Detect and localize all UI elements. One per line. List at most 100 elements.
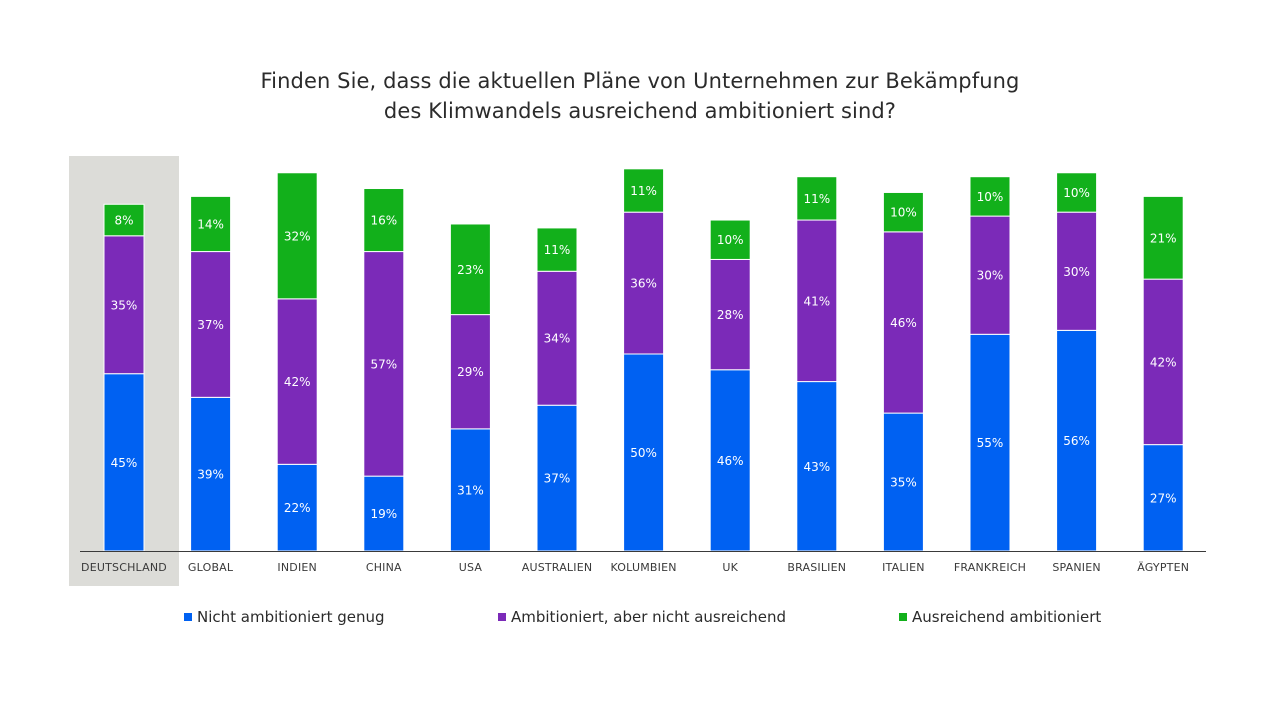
data-label-deutschland-1: 45% xyxy=(111,456,138,470)
x-tick-labels: DEUTSCHLAND GLOBAL INDIEN CHINA USA AUSTRALIE… xyxy=(81,561,1189,574)
data-label-aegypten-3: 21% xyxy=(1150,231,1177,245)
data-label-indien-3: 32% xyxy=(284,229,311,243)
chart-title-line-1: Finden Sie, dass die aktuellen Pläne von… xyxy=(260,69,1020,93)
bar-segment-australien-2 xyxy=(536,270,578,406)
data-label-brasilien-2: 41% xyxy=(803,294,830,308)
bar-segment-spanien-2 xyxy=(1056,211,1098,331)
x-tick-label-deutschland: DEUTSCHLAND xyxy=(81,561,167,574)
bar-segment-china-3 xyxy=(363,188,405,253)
bar-segment-deutschland-3 xyxy=(103,203,145,237)
x-tick-label-italien: ITALIEN xyxy=(882,561,925,574)
bar-segment-uk-3 xyxy=(709,219,751,260)
x-tick-label-spanien: SPANIEN xyxy=(1052,561,1101,574)
data-label-aegypten-2: 42% xyxy=(1150,355,1177,369)
bar-segment-kolumbien-3 xyxy=(623,168,665,213)
bar-segment-kolumbien-2 xyxy=(623,211,665,355)
data-label-global-3: 14% xyxy=(197,217,224,231)
data-label-global-2: 37% xyxy=(197,318,224,332)
data-label-uk-1: 46% xyxy=(717,454,744,468)
bar-segment-uk-1 xyxy=(709,369,751,552)
bar-segment-brasilien-3 xyxy=(796,176,838,221)
data-label-frankreich-2: 30% xyxy=(977,269,1004,283)
data-label-frankreich-3: 10% xyxy=(977,190,1004,204)
data-label-italien-2: 46% xyxy=(890,316,917,330)
legend-label-3: Ausreichend ambitioniert xyxy=(912,608,1102,626)
x-tick-label-china: CHINA xyxy=(366,561,402,574)
bar-segment-brasilien-1 xyxy=(796,381,838,552)
legend-swatch-2 xyxy=(498,613,506,621)
x-tick-label-usa: USA xyxy=(459,561,483,574)
data-label-brasilien-1: 43% xyxy=(803,460,830,474)
legend-item-ambitioniert-aber-nicht-ausreichend: Ambitioniert, aber nicht ausreichend xyxy=(498,608,786,626)
x-tick-label-frankreich: FRANKREICH xyxy=(954,561,1026,574)
bar-segment-deutschland-1 xyxy=(103,373,145,552)
data-label-usa-2: 29% xyxy=(457,365,484,379)
x-tick-label-australien: AUSTRALIEN xyxy=(522,561,593,574)
bars-group: 45% 35% 8% 39% 37% 14% 22% 42% 32% 19% 57% 16% 31% 29… xyxy=(103,168,1184,552)
data-label-spanien-2: 30% xyxy=(1063,265,1090,279)
bar-segment-frankreich-1 xyxy=(969,333,1011,552)
stacked-bar-chart: 45% 35% 8% 39% 37% 14% 22% 42% 32% 19% 57% 16% 31% 29… xyxy=(69,156,1206,586)
bar-segment-global-3 xyxy=(190,195,232,253)
data-label-kolumbien-1: 50% xyxy=(630,446,657,460)
data-label-italien-3: 10% xyxy=(890,206,917,220)
data-label-china-3: 16% xyxy=(370,214,397,228)
x-tick-label-brasilien: BRASILIEN xyxy=(787,561,846,574)
data-label-aegypten-1: 27% xyxy=(1150,491,1177,505)
data-label-frankreich-1: 55% xyxy=(977,436,1004,450)
bar-segment-italien-1 xyxy=(882,412,924,552)
data-label-deutschland-3: 8% xyxy=(114,214,133,228)
bar-segment-usa-3 xyxy=(449,223,491,316)
data-label-indien-1: 22% xyxy=(284,501,311,515)
bar-segment-indien-3 xyxy=(276,172,318,300)
data-label-kolumbien-2: 36% xyxy=(630,277,657,291)
bar-segment-deutschland-2 xyxy=(103,235,145,375)
bar-segment-aegypten-3 xyxy=(1142,195,1184,280)
legend-item-nicht-ambitioniert-genug: Nicht ambitioniert genug xyxy=(184,608,385,626)
x-tick-label-global: GLOBAL xyxy=(188,561,234,574)
legend-swatch-1 xyxy=(184,613,192,621)
data-label-brasilien-3: 11% xyxy=(803,192,830,206)
data-label-spanien-3: 10% xyxy=(1063,186,1090,200)
x-tick-label-uk: UK xyxy=(722,561,738,574)
data-label-australien-3: 11% xyxy=(544,243,571,257)
bar-segment-spanien-3 xyxy=(1056,172,1098,213)
bar-segment-aegypten-2 xyxy=(1142,278,1184,446)
legend-label-1: Nicht ambitioniert genug xyxy=(197,608,385,626)
bar-segment-australien-3 xyxy=(536,227,578,272)
bar-segment-global-2 xyxy=(190,251,232,398)
bar-segment-kolumbien-1 xyxy=(623,353,665,552)
legend-item-ausreichend-ambitioniert: Ausreichend ambitioniert xyxy=(899,608,1101,626)
bar-segment-frankreich-3 xyxy=(969,176,1011,217)
chart-title: Finden Sie, dass die aktuellen Pläne von… xyxy=(0,66,1280,126)
bar-segment-usa-2 xyxy=(449,314,491,430)
data-label-uk-3: 10% xyxy=(717,233,744,247)
data-label-global-1: 39% xyxy=(197,468,224,482)
data-label-usa-3: 23% xyxy=(457,263,484,277)
data-label-indien-2: 42% xyxy=(284,375,311,389)
bar-segment-indien-2 xyxy=(276,298,318,465)
data-label-australien-2: 34% xyxy=(544,332,571,346)
bar-segment-australien-1 xyxy=(536,404,578,552)
x-tick-label-kolumbien: KOLUMBIEN xyxy=(611,561,677,574)
bar-segment-italien-2 xyxy=(882,231,924,414)
data-label-australien-1: 37% xyxy=(544,472,571,486)
data-label-china-1: 19% xyxy=(370,507,397,521)
bar-segment-brasilien-2 xyxy=(796,219,838,383)
data-label-deutschland-2: 35% xyxy=(111,298,138,312)
legend-swatch-3 xyxy=(899,613,907,621)
data-label-kolumbien-3: 11% xyxy=(630,184,657,198)
x-tick-label-aegypten: ÄGYPTEN xyxy=(1137,561,1189,574)
data-label-italien-1: 35% xyxy=(890,476,917,490)
data-label-china-2: 57% xyxy=(370,357,397,371)
data-label-uk-2: 28% xyxy=(717,308,744,322)
bar-segment-uk-2 xyxy=(709,258,751,371)
legend: Nicht ambitioniert genug Ambitioniert, ab… xyxy=(0,608,1280,632)
bar-segment-spanien-1 xyxy=(1056,329,1098,552)
data-label-spanien-1: 56% xyxy=(1063,434,1090,448)
x-tick-label-indien: INDIEN xyxy=(277,561,317,574)
bar-segment-italien-3 xyxy=(882,191,924,233)
chart-title-line-2: des Klimwandels ausreichend ambitioniert… xyxy=(383,99,897,123)
data-label-usa-1: 31% xyxy=(457,483,484,497)
legend-label-2: Ambitioniert, aber nicht ausreichend xyxy=(511,608,786,626)
